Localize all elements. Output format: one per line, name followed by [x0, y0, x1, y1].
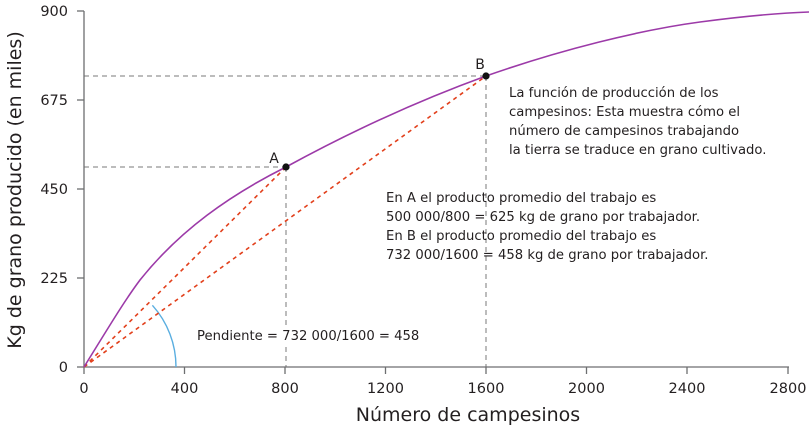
- slope-note-background: [195, 326, 417, 344]
- x-tick-label: 400: [171, 381, 199, 397]
- function-note: La función de producción de los campesin…: [509, 85, 766, 158]
- x-ticks: [83, 367, 789, 374]
- average-product-line: 500 000/800 = 625 kg de grano por trabaj…: [386, 210, 700, 225]
- x-tick-label: 2400: [669, 381, 706, 397]
- x-tick-label: 800: [271, 381, 299, 397]
- x-tick-label: 2800: [770, 381, 807, 397]
- point-a-marker: [282, 163, 290, 171]
- y-tick-label: 450: [40, 182, 68, 198]
- slope-note: Pendiente = 732 000/1600 = 458: [197, 329, 419, 344]
- average-product-note: En A el producto promedio del trabajo es…: [386, 191, 708, 263]
- x-tick-label: 1600: [468, 381, 505, 397]
- y-tick-label: 900: [40, 4, 68, 20]
- y-tick-label: 225: [40, 271, 68, 287]
- x-tick-label: 2000: [568, 381, 605, 397]
- average-product-line: 732 000/1600 = 458 kg de grano por traba…: [386, 248, 708, 263]
- point-b-marker: [482, 72, 490, 80]
- function-note-line: la tierra se traduce en grano cultivado.: [509, 143, 766, 158]
- function-note-line: La función de producción de los: [509, 85, 719, 101]
- function-note-line: campesinos: Esta muestra cómo el: [509, 104, 740, 120]
- slope-angle-arc: [151, 304, 177, 368]
- y-tick-label: 675: [40, 93, 68, 109]
- y-ticks: [77, 10, 84, 368]
- x-tick-label: 0: [79, 381, 88, 397]
- x-axis-title: Número de campesinos: [356, 404, 580, 426]
- function-note-line: número de campesinos trabajando: [509, 123, 739, 139]
- y-axis-title: Kg de grano producido (en miles): [4, 31, 26, 348]
- point-a-label: A: [269, 151, 279, 167]
- y-tick-label: 0: [59, 360, 68, 376]
- x-tick-label: 1200: [367, 381, 404, 397]
- average-product-line: En A el producto promedio del trabajo es: [386, 191, 656, 206]
- average-product-line: En B el producto promedio del trabajo es: [386, 229, 656, 244]
- point-b-label: B: [475, 57, 485, 73]
- ray-origin-to-b: [83, 75, 487, 368]
- production-function-curve: [83, 11, 809, 368]
